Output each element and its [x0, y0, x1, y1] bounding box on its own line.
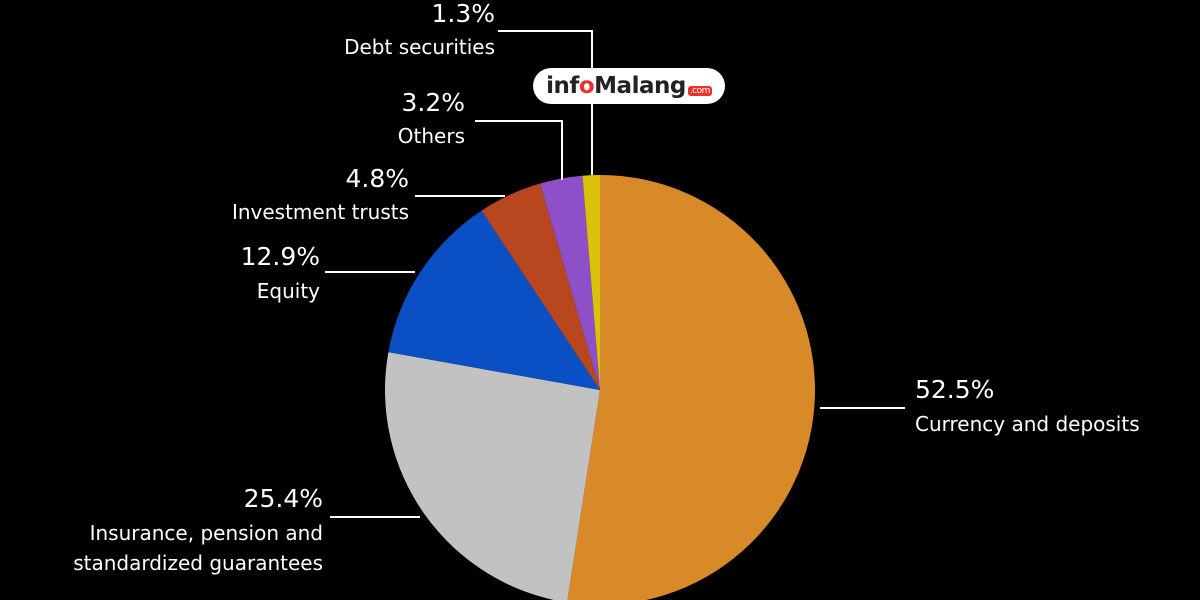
slice-label-debt: Debt securities — [344, 35, 495, 59]
pie-slice-insurance-pension-and-standardized-guarantees — [385, 352, 600, 600]
pie-slice-equity — [388, 210, 600, 390]
slice-label-insurance-line1: Insurance, pension and — [90, 521, 323, 545]
watermark-text-post: Malang — [594, 73, 686, 99]
slice-percent-others: 3.2% — [401, 88, 465, 117]
slice-label-equity: Equity — [257, 279, 320, 303]
leader-line-debt — [498, 30, 593, 175]
slice-label-currency: Currency and deposits — [915, 412, 1140, 436]
pie-slice-currency-and-deposits — [567, 175, 815, 600]
slice-label-others: Others — [398, 124, 465, 148]
pie-slices — [385, 175, 815, 600]
pie-slice-others — [540, 175, 600, 390]
slice-label-insurance-line2: standardized guarantees — [73, 551, 323, 575]
watermark-text-pre: inf — [546, 73, 579, 99]
pie-slice-investment-trusts — [481, 183, 600, 390]
slice-percent-currency: 52.5% — [915, 375, 994, 404]
watermark-logo: inf o Malang .com — [533, 68, 725, 104]
leader-line-others — [475, 120, 563, 180]
slice-label-investment: Investment trusts — [232, 200, 409, 224]
watermark-text-o: o — [578, 73, 595, 99]
slice-percent-debt: 1.3% — [431, 0, 495, 28]
slice-percent-equity: 12.9% — [241, 242, 320, 271]
watermark-text-suffix: .com — [687, 86, 712, 96]
pie-slice-debt-securities — [582, 175, 600, 390]
slice-percent-investment: 4.8% — [345, 164, 409, 193]
slice-percent-insurance: 25.4% — [244, 484, 323, 513]
